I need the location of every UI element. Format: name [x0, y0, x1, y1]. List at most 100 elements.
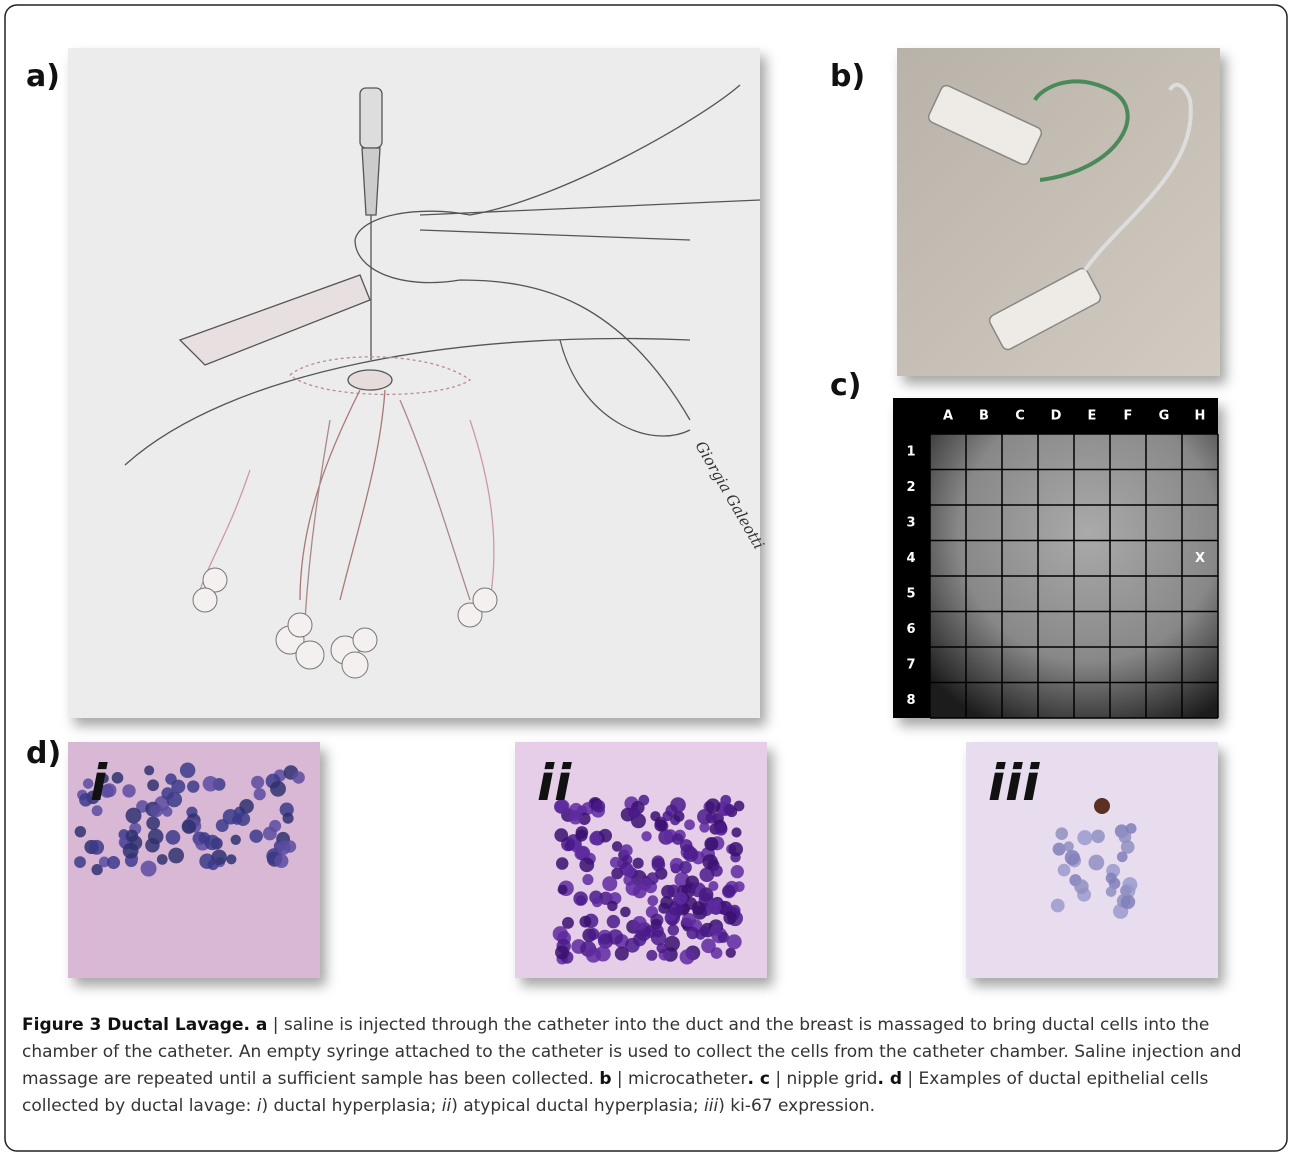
cell	[239, 799, 254, 814]
micrograph-label: iii	[988, 754, 1040, 812]
cell	[1051, 899, 1065, 913]
panel-label: d)	[26, 736, 61, 771]
cell	[651, 930, 666, 945]
cell	[157, 854, 168, 865]
cell	[1094, 798, 1110, 814]
cell	[1074, 879, 1089, 894]
cell	[579, 857, 594, 872]
cell	[615, 947, 629, 961]
cell	[187, 780, 199, 792]
caption: Figure 3 Ductal Lavage. a | saline is in…	[22, 1012, 1272, 1120]
cell	[556, 857, 569, 870]
figure: a) b) c) d) Giorgia Galeotti	[0, 0, 1290, 1154]
cell	[168, 848, 184, 864]
cell	[668, 924, 679, 935]
cell	[251, 776, 264, 789]
illustration: Giorgia Galeotti	[68, 48, 768, 718]
cell	[1106, 873, 1117, 884]
cell	[579, 916, 591, 928]
cell	[639, 878, 652, 891]
cell	[624, 866, 636, 878]
cell	[205, 835, 220, 850]
cell	[269, 820, 281, 832]
cell	[180, 763, 195, 778]
cell	[1077, 830, 1092, 845]
cell	[650, 811, 660, 821]
cell	[226, 854, 236, 864]
cell	[587, 928, 599, 940]
cell	[74, 856, 86, 868]
column-label: A	[943, 409, 953, 424]
caption-text: ) ki-67 expression.	[718, 1096, 875, 1116]
cell	[679, 861, 692, 874]
caption-italic: ii	[442, 1096, 451, 1116]
cell	[731, 865, 744, 878]
cell	[1121, 895, 1135, 909]
cell	[1053, 843, 1066, 856]
cell	[665, 805, 677, 817]
row-label: 3	[906, 515, 915, 530]
column-label: E	[1088, 409, 1097, 424]
row-label: 2	[906, 480, 915, 495]
cell	[707, 900, 721, 914]
cell	[607, 915, 620, 928]
cell	[575, 829, 587, 841]
caption-bold: Figure 3 Ductal Lavage. a	[22, 1015, 267, 1035]
cell	[112, 772, 124, 784]
cell	[734, 881, 745, 892]
row-label: 8	[906, 693, 915, 708]
cell	[675, 892, 687, 904]
cell	[592, 897, 603, 908]
cell	[144, 765, 154, 775]
cell	[586, 947, 601, 962]
cell	[1126, 823, 1137, 834]
caption-italic: iii	[704, 1096, 718, 1116]
cell	[646, 950, 657, 961]
cell	[1058, 864, 1071, 877]
cell	[692, 901, 706, 915]
cell	[162, 806, 172, 816]
column-label: D	[1051, 409, 1062, 424]
micrograph-label: ii	[537, 754, 572, 812]
cell	[660, 896, 673, 909]
cell	[691, 883, 706, 898]
cell	[680, 949, 695, 964]
cell	[554, 828, 568, 842]
cell	[701, 938, 716, 953]
cell	[683, 847, 698, 862]
cell	[555, 945, 569, 959]
cell	[715, 823, 728, 836]
cell	[724, 804, 735, 815]
cell	[89, 840, 104, 855]
cell	[570, 811, 580, 821]
cell	[686, 927, 698, 939]
cell	[123, 843, 139, 859]
caption-bold: . c	[747, 1069, 769, 1089]
cell	[641, 831, 651, 841]
cell	[705, 798, 720, 813]
cell	[638, 795, 649, 806]
micrographs: iiiiii	[68, 742, 1218, 978]
cell	[620, 907, 631, 918]
panel-label: c)	[830, 368, 862, 403]
cell	[647, 895, 658, 906]
cell	[722, 884, 736, 898]
cell	[1065, 850, 1080, 865]
cell	[610, 857, 621, 868]
cell	[126, 808, 142, 824]
cell	[276, 840, 291, 855]
cell	[607, 901, 617, 911]
column-label: H	[1195, 409, 1206, 424]
row-label: 5	[906, 586, 915, 601]
cell	[249, 829, 262, 842]
cell	[729, 842, 743, 856]
caption-bold: b	[599, 1069, 611, 1089]
cell	[274, 854, 288, 868]
cell	[573, 891, 587, 905]
cell	[589, 832, 602, 845]
cell	[141, 861, 157, 877]
cell	[1055, 827, 1068, 840]
cell	[254, 788, 266, 800]
cell	[1088, 855, 1104, 871]
